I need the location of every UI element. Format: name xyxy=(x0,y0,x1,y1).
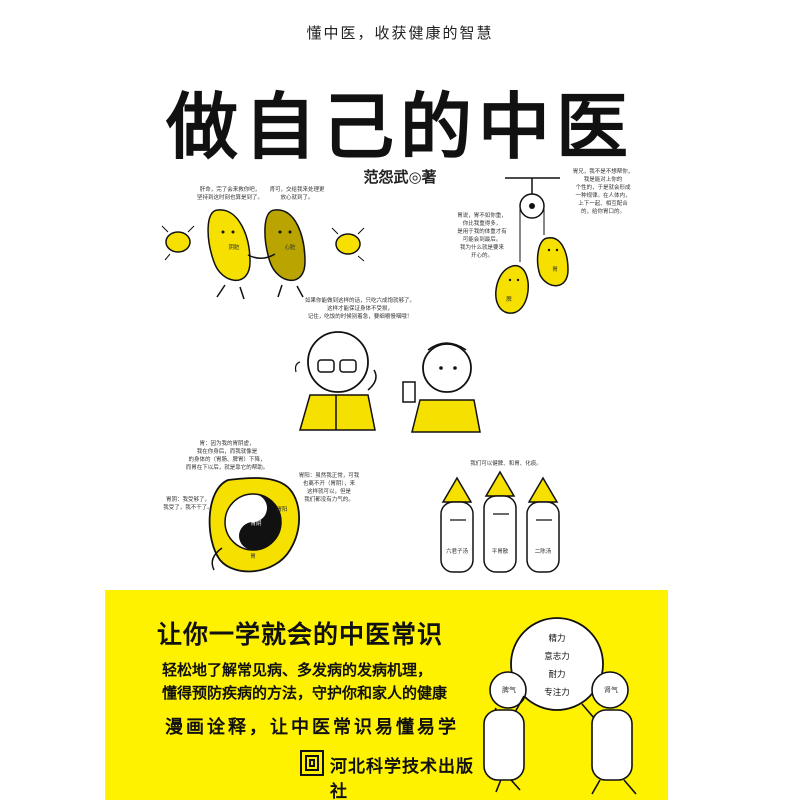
publisher-logo-icon xyxy=(300,750,324,776)
kidney-bubble-right: 肾可，交给我来处理更 放心就到了。 xyxy=(269,187,325,201)
cover-illustrations xyxy=(161,177,569,573)
pulley-bubble-right: 胃兄，我不是不想帮你， 我是能对上你的 个性的，于是就会形成 一种规律。在人体内… xyxy=(572,169,634,215)
panel-tagline: 漫画诠释，让中医常识易懂易学 xyxy=(165,717,459,738)
trio-label-right: 二陈汤 xyxy=(534,549,552,555)
figures-holding-circle-illustration xyxy=(483,617,637,795)
pulley-bubble-left: 胃说，胃不如你重， 你比我重得多， 是用于我的体重才有 可能会到最后。 我为什么… xyxy=(457,213,507,259)
kidney-bubble-left: 肝命，完了会来救你吧， 坚持到这时刻也算是到了。 xyxy=(196,187,263,201)
yin-yang-label-yin: 胃阴 xyxy=(250,521,262,527)
author-credit: 范怨武◎著 xyxy=(363,168,437,186)
yin-yang-bubble-left: 胃阴：我受够了， 我受了，我不干了。 xyxy=(163,497,213,511)
circle-word-1: 精力 xyxy=(548,634,566,644)
yin-yang-stomach-illustration xyxy=(208,477,300,573)
yin-yang-label-stomach: 胃 xyxy=(250,554,256,560)
panel-line-2: 懂得预防疾病的方法，守护你和家人的健康 xyxy=(162,684,448,702)
trio-label-left: 六君子汤 xyxy=(445,549,468,555)
kidney-label-right: 心脏 xyxy=(284,245,296,251)
circle-word-list: 精力 意志力 耐力 专注力 xyxy=(511,618,603,710)
book-title: 做自己的中医 xyxy=(165,84,634,169)
trio-bubble: 我们可以健脾、和胃、化痰。 xyxy=(470,461,542,467)
circle-word-4: 专注力 xyxy=(544,688,570,698)
kidney-pair-illustration xyxy=(161,209,365,300)
figure-right-label: 肾气 xyxy=(604,686,618,694)
circle-word-2: 意志力 xyxy=(544,652,570,662)
figure-left-label: 脾气 xyxy=(502,686,516,694)
kidney-label-left: 阴脏 xyxy=(228,245,240,251)
publisher-block: 河北科学技术出版社 xyxy=(300,746,480,802)
yin-yang-label-yang: 胃阳 xyxy=(276,507,288,513)
pulley-label-spleen: 脾 xyxy=(506,297,512,303)
pulley-illustration xyxy=(495,177,569,314)
trio-label-center: 平胃散 xyxy=(491,549,509,555)
publisher-name: 河北科学技术出版社 xyxy=(330,757,474,802)
panel-headline: 让你一学就会的中医常识 xyxy=(157,620,444,649)
circle-word-3: 耐力 xyxy=(548,670,566,680)
panel-line-1: 轻松地了解常见病、多发病的发病机理， xyxy=(162,661,433,679)
cover-tagline: 懂中医，收获健康的智慧 xyxy=(306,24,494,42)
yin-yang-bubble-top: 胃：因为我的胃阴虚， 我在你身后，而我就像是 的身体的（胃肠、脾胃）下降， 而胃… xyxy=(185,441,269,471)
doctor-patient-illustration xyxy=(294,331,481,433)
pulley-label-stomach: 胃 xyxy=(552,267,558,273)
trio-formula-illustration xyxy=(440,470,560,573)
doctor-bubble: 如果你能做到这样的话，只吃六成饱就够了。 这样才能保证身体不受损， 记住，吃饭的… xyxy=(305,298,416,320)
yin-yang-bubble-right: 胃阳：虽然我正常，可我 也离不开（胃阴），来 这样就可以，但是 我们都没有力气的… xyxy=(298,473,360,503)
